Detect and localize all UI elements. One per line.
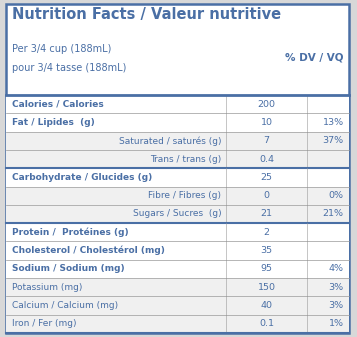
Text: Fibre / Fibres (g): Fibre / Fibres (g) xyxy=(149,191,221,200)
Text: Cholesterol / Cholestérol (mg): Cholesterol / Cholestérol (mg) xyxy=(12,246,165,255)
FancyBboxPatch shape xyxy=(6,150,349,168)
Text: Sugars / Sucres  (g): Sugars / Sucres (g) xyxy=(133,210,221,218)
FancyBboxPatch shape xyxy=(6,241,349,260)
Text: % DV / VQ: % DV / VQ xyxy=(285,53,344,63)
Text: 21%: 21% xyxy=(323,210,344,218)
Text: 13%: 13% xyxy=(323,118,344,127)
Text: 7: 7 xyxy=(263,136,270,145)
Text: Carbohydrate / Glucides (g): Carbohydrate / Glucides (g) xyxy=(12,173,152,182)
Text: 2: 2 xyxy=(263,228,270,237)
Text: 0: 0 xyxy=(263,191,270,200)
Text: Per 3/4 cup (188mL): Per 3/4 cup (188mL) xyxy=(12,44,111,55)
Text: Trans / trans (g): Trans / trans (g) xyxy=(150,155,221,163)
Text: Calories / Calories: Calories / Calories xyxy=(12,100,104,109)
Text: Protein /  Protéines (g): Protein / Protéines (g) xyxy=(12,227,129,237)
Text: Fat / Lipides  (g): Fat / Lipides (g) xyxy=(12,118,95,127)
Text: 0.1: 0.1 xyxy=(259,319,274,328)
Text: 21: 21 xyxy=(261,210,272,218)
FancyBboxPatch shape xyxy=(6,168,349,187)
Text: 37%: 37% xyxy=(323,136,344,145)
Text: 3%: 3% xyxy=(328,301,344,310)
Text: Saturated / saturés (g): Saturated / saturés (g) xyxy=(119,136,221,146)
FancyBboxPatch shape xyxy=(6,278,349,296)
Text: 10: 10 xyxy=(261,118,272,127)
FancyBboxPatch shape xyxy=(6,187,349,205)
FancyBboxPatch shape xyxy=(6,95,349,113)
Text: 1%: 1% xyxy=(329,319,344,328)
FancyBboxPatch shape xyxy=(6,113,349,132)
Text: Sodium / Sodium (mg): Sodium / Sodium (mg) xyxy=(12,265,124,273)
FancyBboxPatch shape xyxy=(6,205,349,223)
Text: 0.4: 0.4 xyxy=(259,155,274,163)
FancyBboxPatch shape xyxy=(6,296,349,315)
Text: 3%: 3% xyxy=(328,283,344,292)
Text: Nutrition Facts / Valeur nutritive: Nutrition Facts / Valeur nutritive xyxy=(12,7,281,23)
FancyBboxPatch shape xyxy=(6,132,349,150)
Text: 95: 95 xyxy=(261,265,272,273)
Text: Iron / Fer (mg): Iron / Fer (mg) xyxy=(12,319,76,328)
FancyBboxPatch shape xyxy=(6,315,349,333)
Text: Potassium (mg): Potassium (mg) xyxy=(12,283,82,292)
FancyBboxPatch shape xyxy=(6,223,349,241)
FancyBboxPatch shape xyxy=(6,260,349,278)
Text: 150: 150 xyxy=(257,283,276,292)
FancyBboxPatch shape xyxy=(6,4,349,333)
Text: 40: 40 xyxy=(261,301,272,310)
Text: 200: 200 xyxy=(257,100,276,109)
Text: 25: 25 xyxy=(261,173,272,182)
Text: 4%: 4% xyxy=(329,265,344,273)
Text: 0%: 0% xyxy=(329,191,344,200)
Text: 35: 35 xyxy=(261,246,273,255)
Text: Calcium / Calcium (mg): Calcium / Calcium (mg) xyxy=(12,301,118,310)
Text: pour 3/4 tasse (188mL): pour 3/4 tasse (188mL) xyxy=(12,63,126,73)
